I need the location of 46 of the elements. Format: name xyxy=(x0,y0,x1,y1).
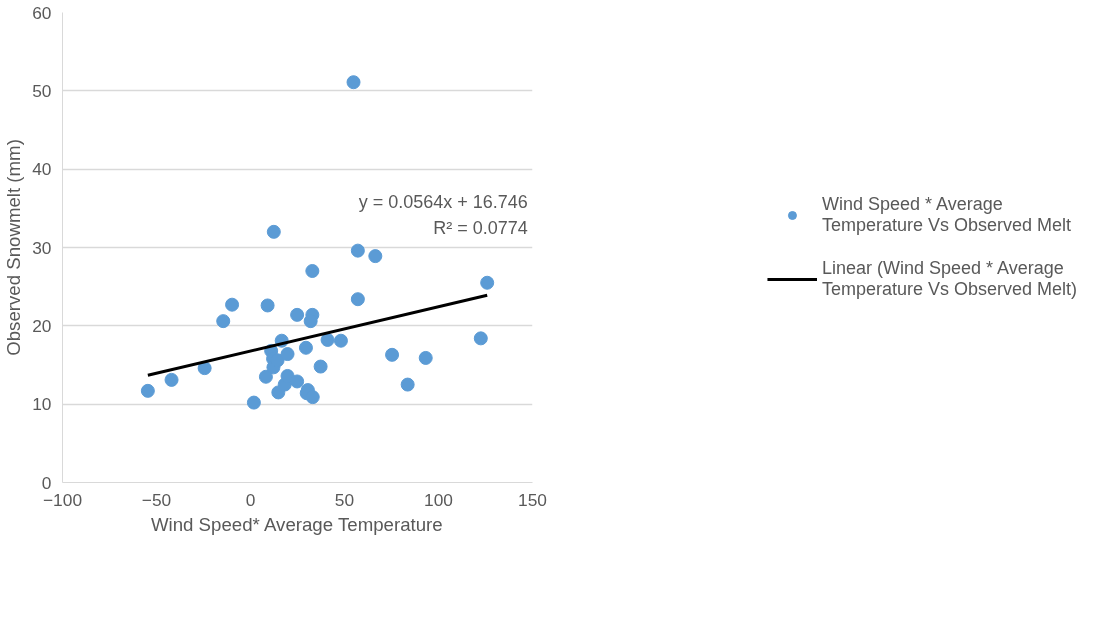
legend-label: Linear (Wind Speed * Average Temperature Vs Observed Melt) xyxy=(821,258,1078,300)
y-tick-label: 20 xyxy=(32,315,52,336)
legend-label: Wind Speed * Average Temperature Vs Observed Melt xyxy=(821,194,1072,236)
point xyxy=(473,331,488,346)
y-tick-label: 10 xyxy=(32,394,52,415)
point xyxy=(140,383,155,398)
point xyxy=(313,359,328,374)
point xyxy=(350,292,365,307)
point xyxy=(260,298,275,313)
x-tick-label: 0 xyxy=(245,489,256,510)
point xyxy=(305,264,320,278)
point xyxy=(164,372,179,387)
y-axis-title: Observed Snowmelt (mm) xyxy=(3,139,25,356)
x-tick-label: 150 xyxy=(518,489,547,510)
x-tick-label: 100 xyxy=(424,489,453,510)
point xyxy=(266,224,281,239)
point xyxy=(400,377,415,392)
point xyxy=(418,350,433,365)
point xyxy=(368,249,383,264)
point xyxy=(225,297,240,312)
point xyxy=(298,340,313,355)
point xyxy=(197,361,212,376)
point xyxy=(290,307,305,322)
annotation: R² = 0.0774 xyxy=(433,218,528,239)
point xyxy=(258,369,273,384)
x-tick-label: 50 xyxy=(334,489,355,510)
y-tick-label: 50 xyxy=(32,80,52,101)
point xyxy=(246,395,261,410)
point xyxy=(280,368,295,383)
annotation: y = 0.0564x + 16.746 xyxy=(358,192,528,213)
point xyxy=(350,243,365,258)
y-tick-label: 30 xyxy=(32,237,52,258)
x-axis-title: Wind Speed* Average Temperature xyxy=(150,513,443,535)
point xyxy=(305,390,320,405)
y-tick-label: 40 xyxy=(32,159,52,180)
point xyxy=(346,75,361,90)
y-tick-label: 60 xyxy=(32,2,52,23)
point xyxy=(290,374,305,389)
point xyxy=(303,314,318,329)
point xyxy=(333,333,348,348)
point xyxy=(320,332,335,347)
point xyxy=(216,314,231,329)
point xyxy=(385,347,400,362)
x-tick-label: −50 xyxy=(141,489,172,510)
point xyxy=(480,275,495,290)
point xyxy=(280,347,295,362)
